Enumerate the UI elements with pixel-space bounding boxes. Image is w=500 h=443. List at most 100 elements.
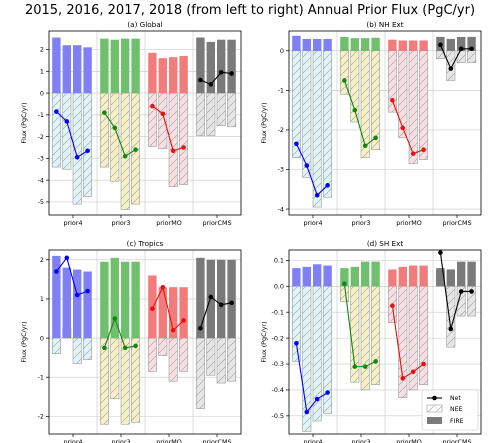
chart-panel: -5 -4 -3 -2 -1 0 1 2 prior4 prior3 priorMO priorCMS…: [20, 20, 242, 227]
nee-bar-hatch: [110, 93, 119, 182]
fire-bar: [446, 38, 455, 51]
net-point: [54, 269, 59, 274]
y-tick-label: -0.2: [272, 334, 284, 342]
net-point: [122, 345, 128, 351]
nee-bar-hatch: [446, 286, 455, 348]
fire-bar: [179, 56, 188, 94]
net-point: [469, 46, 474, 52]
y-tick-label: 0: [280, 47, 284, 55]
y-tick-label: 0: [40, 334, 44, 342]
net-point: [229, 71, 234, 76]
net-point: [160, 111, 166, 117]
fire-bar: [323, 265, 332, 287]
x-tick-label: priorMO: [396, 438, 422, 443]
nee-bar-hatch: [371, 50, 380, 150]
legend-fire-swatch: [427, 417, 442, 424]
net-point: [160, 284, 166, 290]
legend-label-nee: NEE: [450, 406, 463, 413]
fire-bar: [350, 38, 359, 51]
panel-title: (c) Tropics: [127, 239, 164, 248]
fire-bar: [388, 39, 397, 51]
y-tick-label: -1: [278, 87, 284, 95]
net-point: [362, 143, 368, 149]
nee-bar-hatch: [227, 338, 236, 382]
fire-bar: [409, 265, 418, 287]
net-point: [438, 250, 443, 255]
y-axis-label: Flux (PgC/yr): [260, 102, 268, 143]
net-point: [325, 183, 330, 188]
net-point: [421, 147, 426, 153]
fire-bar: [292, 268, 301, 287]
net-point: [85, 288, 90, 294]
fire-bar: [110, 257, 119, 339]
fire-bar: [398, 266, 407, 287]
net-point: [469, 289, 474, 294]
net-line: [343, 283, 376, 368]
fire-bar: [206, 41, 215, 94]
nee-bar-hatch: [350, 50, 359, 123]
net-point: [294, 340, 299, 346]
x-tick-label: priorCMS: [202, 219, 231, 227]
nee-bar-hatch: [361, 50, 370, 158]
fire-bar: [73, 45, 82, 94]
fire-bar: [169, 287, 178, 339]
x-tick-label: prior3: [351, 219, 370, 227]
axes-frame: [288, 249, 482, 435]
chart-panel: -4 -3 -2 -1 0 prior4 prior3 priorMO priorCMS Flux…: [260, 20, 482, 227]
fire-bar: [52, 255, 61, 339]
net-point: [421, 361, 426, 367]
net-point: [400, 375, 406, 381]
nee-bar-hatch: [436, 50, 445, 59]
legend-net-marker: [432, 395, 437, 401]
nee-bar-hatch: [100, 93, 109, 168]
fire-bar: [371, 37, 380, 51]
y-axis-label: Flux (PgC/yr): [20, 321, 28, 362]
nee-bar-hatch: [467, 286, 476, 317]
fire-bar: [388, 269, 397, 287]
net-line: [439, 252, 472, 330]
net-line: [295, 343, 328, 414]
y-tick-label: -4: [278, 205, 284, 213]
net-point: [112, 125, 118, 131]
net-point: [64, 255, 70, 261]
fire-bar: [121, 38, 130, 94]
x-tick-label: prior4: [63, 219, 82, 227]
fire-bar: [62, 267, 71, 339]
y-tick-label: -1: [38, 373, 44, 381]
net-point: [314, 396, 320, 402]
fire-bar: [131, 38, 140, 94]
fire-bar: [313, 264, 322, 287]
nee-bar-hatch: [292, 50, 301, 158]
nee-bar-hatch: [158, 93, 167, 149]
nee-bar-hatch: [83, 93, 92, 197]
net-point: [352, 364, 358, 369]
net-point: [170, 327, 176, 333]
fire-bar: [302, 38, 311, 51]
fire-bar: [340, 36, 349, 51]
net-point: [352, 107, 358, 113]
x-tick-label: priorMO: [156, 219, 182, 227]
nee-bar-hatch: [217, 338, 226, 384]
axes-frame: [48, 30, 242, 216]
net-line: [391, 100, 424, 155]
fire-bar: [371, 261, 380, 287]
net-point: [102, 345, 107, 351]
fire-bar: [467, 261, 476, 287]
nee-bar-hatch: [409, 50, 418, 164]
fire-bar: [361, 261, 370, 287]
net-point: [74, 154, 80, 160]
net-point: [314, 192, 320, 198]
net-point: [458, 289, 464, 294]
fire-bar: [313, 38, 322, 51]
net-line: [152, 105, 184, 152]
y-tick-label: 0.0: [274, 282, 284, 290]
y-axis-label: Flux (PgC/yr): [260, 321, 268, 362]
y-tick-label: 1: [40, 295, 44, 303]
legend-nee-hatch: [427, 405, 442, 412]
fire-bar: [52, 37, 61, 94]
fire-bar: [436, 268, 445, 287]
x-tick-label: prior3: [351, 438, 370, 443]
fire-bar: [158, 287, 167, 339]
net-point: [448, 326, 454, 332]
fire-bar: [350, 266, 359, 287]
